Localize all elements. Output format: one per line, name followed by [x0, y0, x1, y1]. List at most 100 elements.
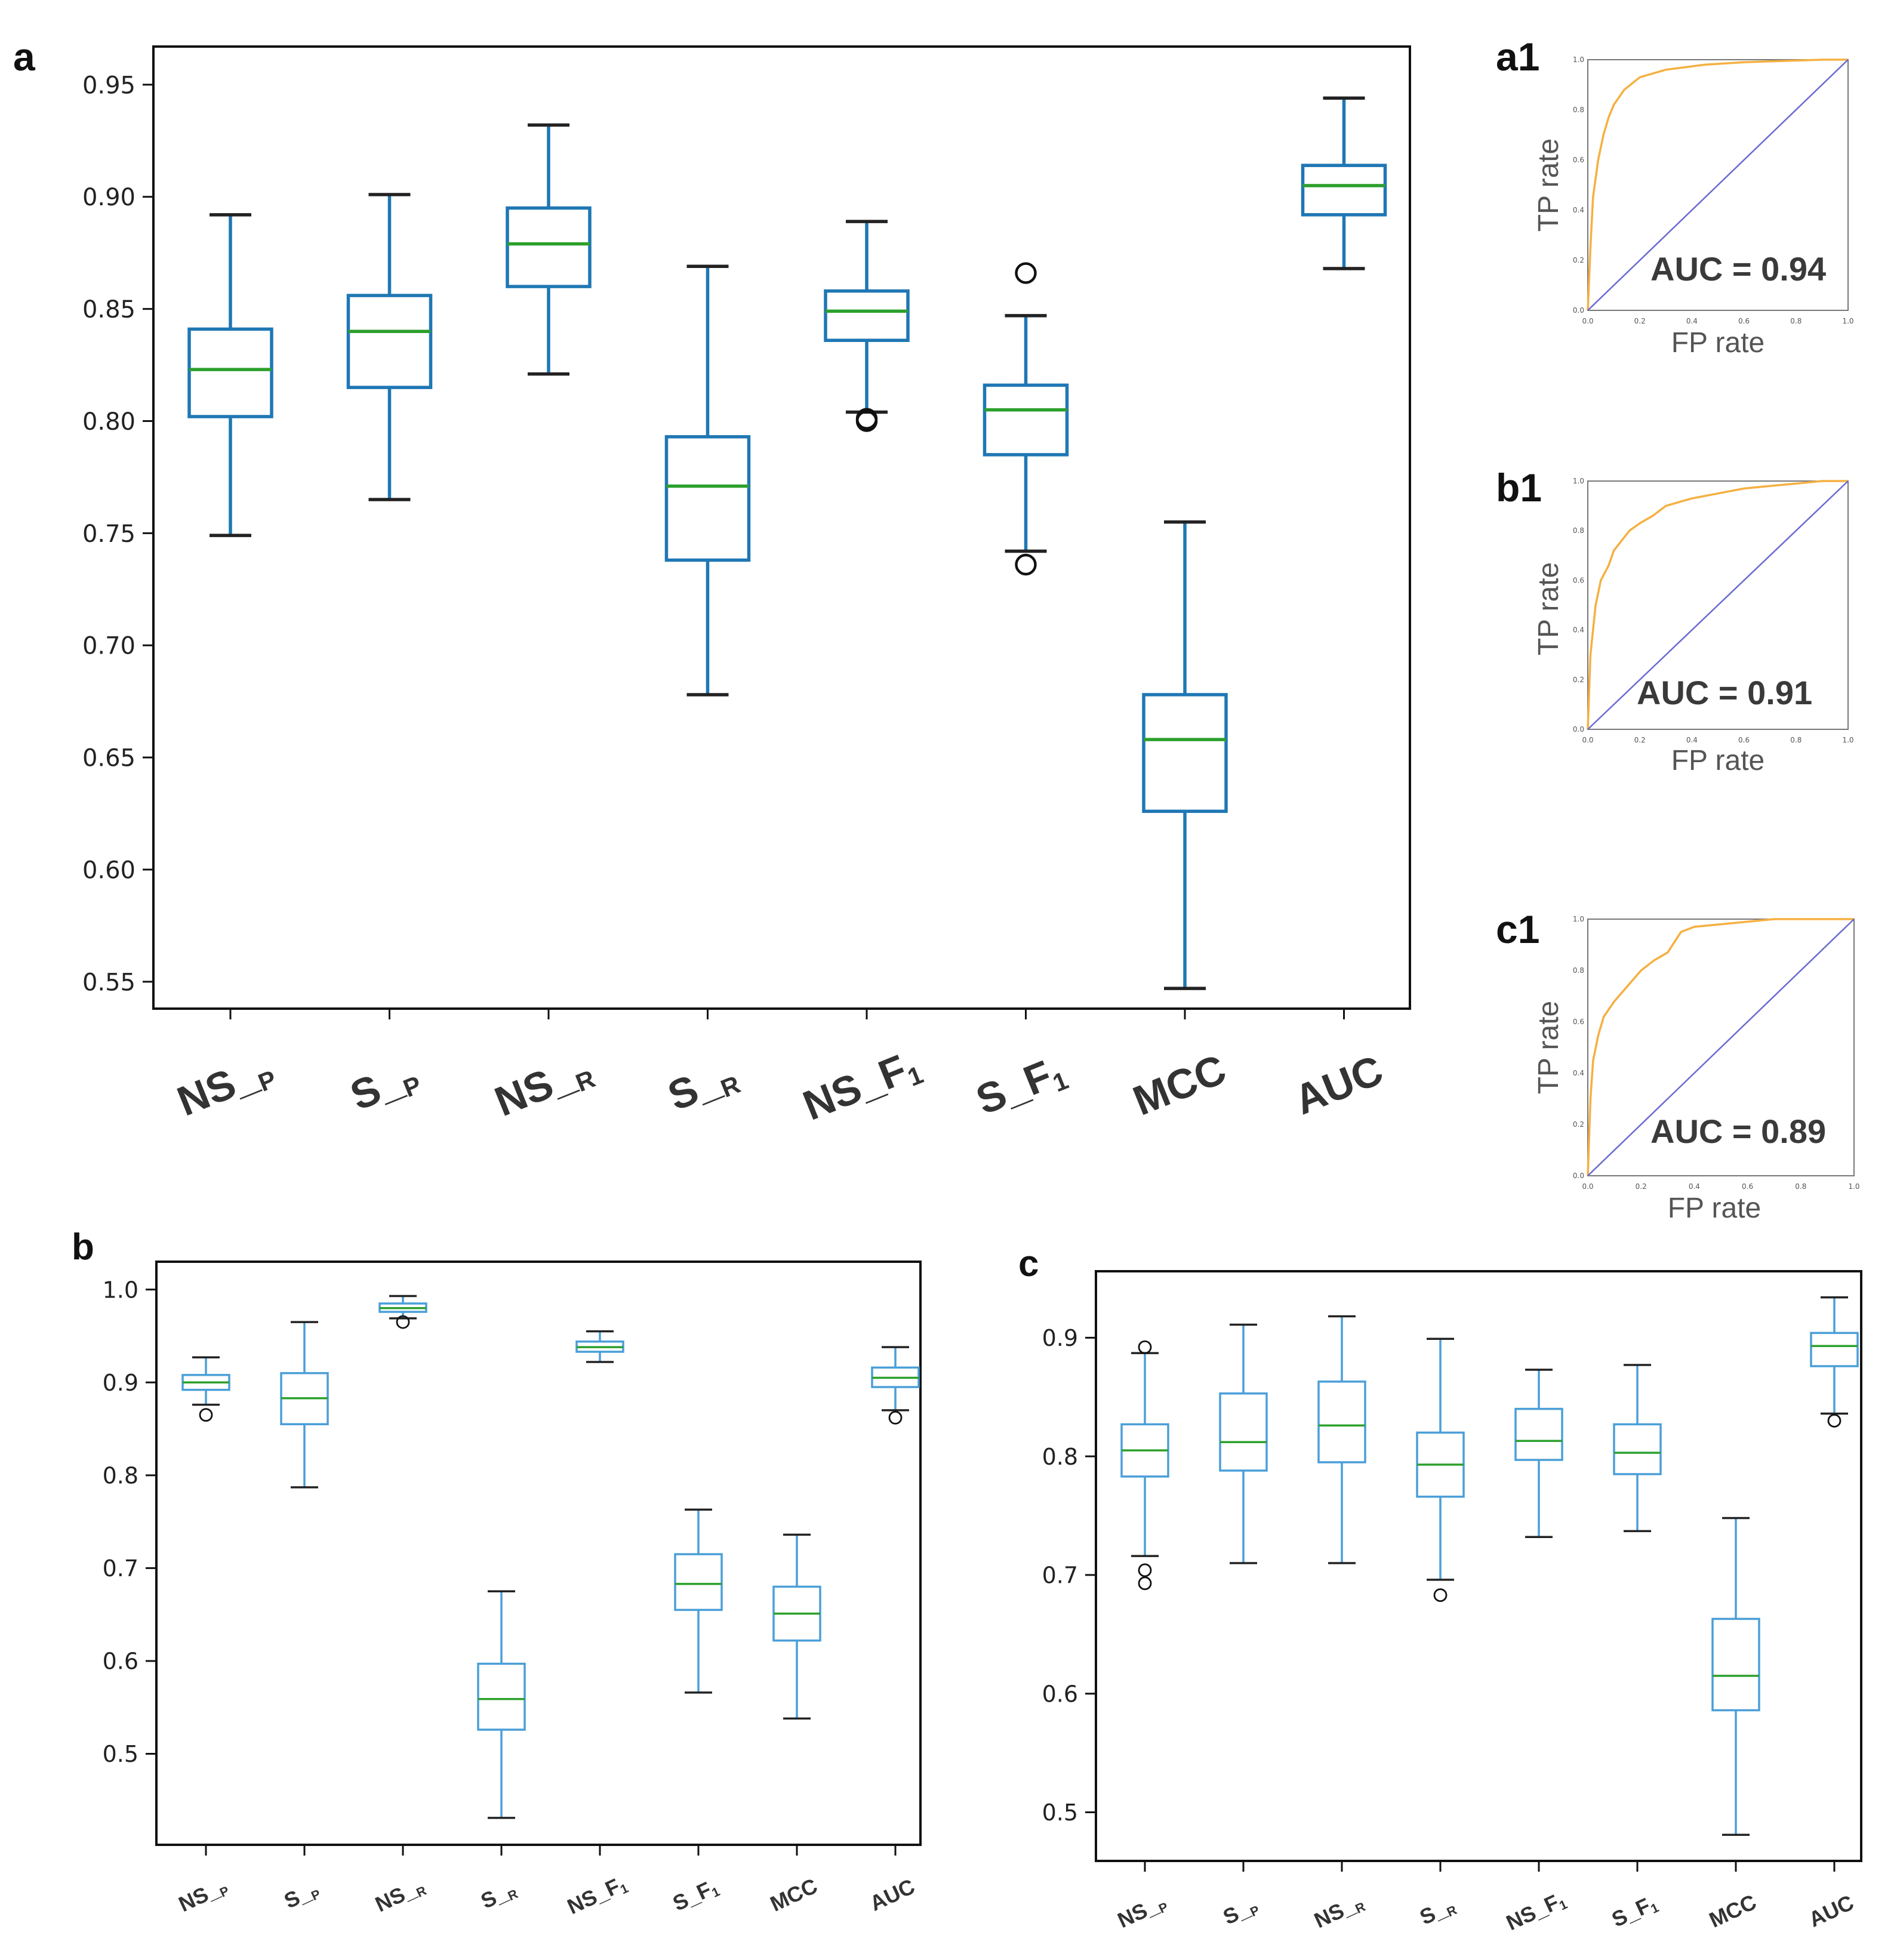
outlier-point: [1015, 262, 1037, 284]
roc-y-tick-label: 0.2: [1573, 676, 1584, 684]
category-label: S_F1: [970, 1046, 1073, 1126]
outlier-point: [1138, 1563, 1152, 1577]
y-tick-label: 0.6: [1042, 1681, 1078, 1707]
auc-annotation: AUC = 0.91: [1637, 674, 1812, 711]
outlier-point: [1138, 1340, 1152, 1354]
roc-panel-c1: c1 0.0 0.2 0.4 0.6 0.8 1.0 0.0 0.2 0.4 0.6 0.8 1.0 AU…: [1496, 907, 1860, 1224]
roc-x-tick-label: 1.0: [1842, 317, 1853, 325]
chance-diagonal: [1587, 480, 1849, 730]
box-c-5: S_F1: [1608, 1364, 1662, 1932]
iqr-box: [1514, 1407, 1563, 1461]
y-tick-label: 0.8: [1042, 1444, 1078, 1470]
category-label: NS_R: [1310, 1889, 1368, 1934]
box-panel-c: c 0.5 0.6 0.7 0.8 0.9 NS_P S_P NS_R S_R NS_F1 S_F1 M…: [1018, 1243, 1862, 1936]
y-tick-label: 0.55: [82, 969, 136, 996]
category-label: NS_F1: [797, 1041, 927, 1132]
panel-label-b1: b1: [1496, 466, 1542, 510]
roc-y-tick-label: 0.8: [1573, 106, 1584, 114]
y-tick-label: 0.85: [82, 296, 136, 323]
category-label: S_R: [1416, 1892, 1459, 1931]
panel-label-c1: c1: [1496, 907, 1539, 951]
category-label-main: NS_: [371, 1876, 420, 1916]
category-label: S_F1: [669, 1874, 722, 1917]
roc-x-tick-label: 0.2: [1634, 736, 1646, 744]
box-a-0: NS_P: [171, 213, 280, 1127]
roc-curve: [1587, 480, 1848, 730]
y-tick-label: 0.65: [82, 745, 136, 772]
y-tick-label: 0.5: [103, 1741, 138, 1767]
iqr-box: [346, 294, 433, 389]
iqr-box: [824, 289, 910, 342]
roc-x-tick-label: 0.8: [1795, 1182, 1806, 1191]
category-label: MCC: [1705, 1890, 1760, 1933]
iqr-box: [1301, 164, 1387, 217]
box-panel-a: a 0.55 0.60 0.65 0.70 0.75 0.80 0.85 0.90 0.95 NS_…: [13, 35, 1411, 1132]
box-c-7: AUC: [1805, 1296, 1859, 1932]
box-a-5: S_F1: [970, 262, 1073, 1126]
category-label: NS_P: [1114, 1889, 1171, 1934]
category-label: NS_R: [488, 1044, 599, 1127]
category-label-main: NS_: [171, 1051, 264, 1125]
y-tick-label: 0.9: [103, 1370, 138, 1396]
box-a-6: MCC: [1126, 520, 1233, 1124]
category-label: MCC: [766, 1873, 821, 1916]
iqr-box: [1317, 1380, 1366, 1463]
roc-x-tick-label: 1.0: [1842, 736, 1853, 744]
category-label-main: AUC: [1288, 1046, 1390, 1123]
roc-y-tick-label: 0.6: [1573, 1018, 1584, 1026]
roc-panel-b1: b1 0.0 0.2 0.4 0.6 0.8 1.0 0.0 0.2 0.4 0.6 0.8 1.0 AU…: [1496, 466, 1854, 776]
category-label: AUC: [866, 1874, 919, 1916]
category-label-main: S_: [281, 1879, 315, 1913]
category-label-main: S_: [477, 1880, 512, 1913]
outlier-point: [396, 1315, 410, 1329]
category-label: NS_P: [175, 1873, 232, 1918]
iqr-box: [1613, 1423, 1662, 1475]
roc-y-tick-label: 0.4: [1573, 626, 1584, 634]
category-label: NS_F1: [1502, 1887, 1570, 1936]
roc-y-axis-label: TP rate: [1533, 138, 1565, 232]
roc-x-tick-label: 0.4: [1689, 1182, 1700, 1191]
outlier-point: [888, 1410, 903, 1425]
box-c-4: NS_F1: [1502, 1369, 1570, 1936]
iqr-box: [477, 1662, 526, 1731]
roc-x-axis-label: FP rate: [1668, 1192, 1762, 1224]
category-label-main: S_: [1220, 1896, 1254, 1929]
category-label: S_P: [1220, 1893, 1262, 1931]
outlier-point: [1138, 1576, 1152, 1591]
category-label: AUC: [1288, 1046, 1390, 1123]
category-label-main: S_F: [1608, 1893, 1654, 1932]
box-a-3: S_R: [661, 264, 751, 1122]
category-label: S_R: [661, 1050, 744, 1122]
y-tick-label: 0.70: [82, 633, 136, 660]
y-tick-label: 0.8: [103, 1462, 138, 1489]
roc-x-tick-label: 0.0: [1582, 736, 1593, 744]
category-label: NS_F1: [563, 1870, 631, 1920]
outlier-point: [855, 408, 878, 430]
iqr-box: [674, 1553, 723, 1611]
panel-label-a1: a1: [1496, 35, 1539, 79]
category-label: S_P: [281, 1876, 323, 1915]
box-a-7: AUC: [1288, 96, 1390, 1123]
box-c-0: NS_P: [1114, 1340, 1171, 1934]
plot-frame: [152, 45, 1411, 1010]
box-c-1: S_P: [1219, 1323, 1268, 1931]
box-c-2: NS_R: [1310, 1315, 1368, 1934]
roc-x-tick-label: 0.2: [1636, 1182, 1647, 1191]
roc-x-tick-label: 1.0: [1848, 1182, 1859, 1191]
iqr-box: [1810, 1332, 1859, 1367]
category-label: S_R: [477, 1876, 521, 1915]
category-label: S_P: [344, 1050, 425, 1121]
y-tick-label: 0.60: [82, 856, 136, 884]
plot-frame: [155, 1261, 922, 1846]
roc-y-tick-label: 1.0: [1573, 56, 1584, 64]
y-tick-label: 0.5: [1042, 1799, 1078, 1826]
roc-x-tick-label: 0.4: [1686, 317, 1698, 325]
outlier-point: [199, 1408, 213, 1422]
category-label: NS_P: [171, 1045, 280, 1127]
roc-panel-a1: a1 0.0 0.2 0.4 0.6 0.8 1.0 0.0 0.2 0.4 0.6 0.8 1.0 AU…: [1496, 35, 1854, 359]
roc-x-tick-label: 0.8: [1790, 317, 1801, 325]
roc-curve: [1587, 58, 1848, 311]
roc-y-tick-label: 0.6: [1573, 156, 1584, 164]
panel-label-c: c: [1018, 1243, 1039, 1284]
